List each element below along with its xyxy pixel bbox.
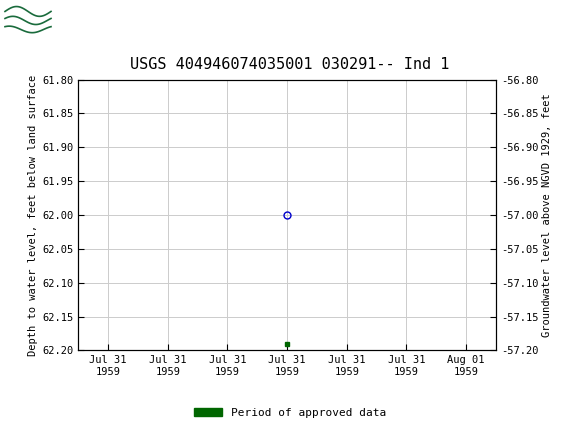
Y-axis label: Groundwater level above NGVD 1929, feet: Groundwater level above NGVD 1929, feet xyxy=(542,93,552,337)
Y-axis label: Depth to water level, feet below land surface: Depth to water level, feet below land su… xyxy=(28,74,38,356)
Legend: Period of approved data: Period of approved data xyxy=(190,403,390,422)
Text: USGS: USGS xyxy=(58,12,113,29)
Bar xyxy=(4,3,52,37)
Text: USGS 404946074035001 030291-- Ind 1: USGS 404946074035001 030291-- Ind 1 xyxy=(130,57,450,72)
